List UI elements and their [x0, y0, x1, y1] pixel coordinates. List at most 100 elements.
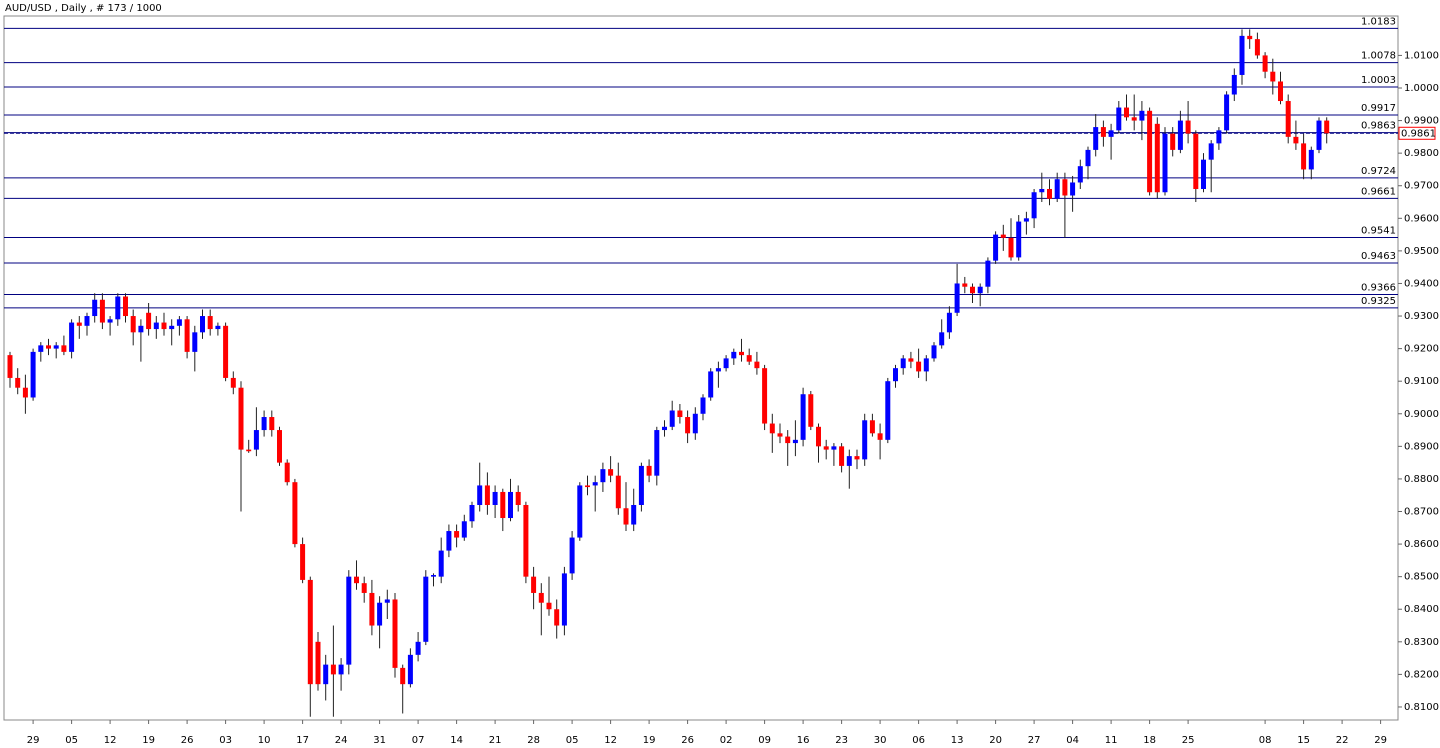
candle-body — [515, 491, 521, 505]
candle-body — [123, 296, 128, 317]
level-label: 0.9541 — [1361, 226, 1396, 237]
candle-body — [1023, 218, 1029, 222]
candle-body — [46, 345, 51, 349]
x-tick-label: 19 — [142, 735, 155, 746]
candle-body — [338, 664, 344, 675]
candle-body — [22, 387, 28, 398]
y-tick-label: 0.8400 — [1404, 604, 1439, 615]
candle-body — [1131, 117, 1137, 121]
candle-body — [869, 420, 875, 434]
candle-body — [754, 361, 760, 369]
candle-body — [631, 504, 637, 525]
candle-body — [261, 417, 267, 431]
y-tick-label: 0.8700 — [1404, 507, 1439, 518]
candle-body — [223, 325, 229, 378]
candle-body — [377, 602, 383, 626]
x-tick-label: 11 — [1105, 735, 1118, 746]
candle-body — [1147, 110, 1153, 193]
candle-body — [454, 531, 460, 538]
y-tick-label: 0.8100 — [1404, 702, 1439, 713]
candle-body — [762, 368, 768, 424]
candle-body — [1085, 149, 1091, 167]
candle-body — [253, 430, 259, 450]
candle-body — [477, 485, 483, 505]
candle-body — [1070, 182, 1076, 196]
candle-body — [585, 485, 590, 488]
candle-body — [692, 413, 698, 434]
candle-body — [1139, 110, 1145, 121]
candle-body — [38, 345, 44, 352]
candle-body — [962, 283, 968, 287]
candle-body — [307, 579, 313, 685]
level-label: 0.9325 — [1361, 296, 1396, 307]
x-tick-label: 03 — [219, 735, 232, 746]
candle-body — [1224, 94, 1230, 131]
candle-body — [1000, 234, 1006, 238]
candle-body — [839, 446, 845, 466]
candle-body — [931, 345, 937, 359]
candle-body — [1100, 127, 1106, 137]
candle-body — [531, 576, 537, 593]
candle-body — [1254, 39, 1260, 56]
candle-body — [207, 316, 213, 330]
candle-body — [1216, 130, 1222, 144]
candle-body — [646, 465, 652, 476]
candle-body — [808, 394, 814, 427]
candle-body — [985, 260, 991, 287]
level-label: 0.9463 — [1361, 251, 1396, 262]
candle-body — [1185, 120, 1191, 134]
candle-body — [400, 667, 406, 685]
candle-body — [415, 641, 421, 655]
y-tick-label: 1.0000 — [1404, 83, 1439, 94]
candle-body — [862, 420, 868, 460]
candle-body — [176, 319, 182, 326]
candle-body — [115, 296, 121, 320]
candle-body — [423, 576, 429, 642]
candle-body — [1201, 159, 1206, 189]
y-tick-label: 0.9700 — [1404, 181, 1439, 192]
candle-body — [877, 433, 883, 440]
candle-body — [1116, 107, 1122, 131]
candle-body — [1039, 188, 1045, 193]
x-tick-label: 16 — [797, 735, 810, 746]
candle-body — [469, 504, 475, 522]
candle-body — [15, 377, 21, 388]
candle-body — [30, 351, 36, 398]
candle-body — [1193, 133, 1199, 189]
candle-body — [369, 592, 375, 626]
y-tick-label: 0.9400 — [1404, 278, 1439, 289]
candle-body — [508, 491, 513, 519]
candle-body — [354, 576, 359, 584]
candle-body — [816, 426, 821, 447]
x-tick-label: 18 — [1143, 735, 1156, 746]
x-tick-label: 27 — [1028, 735, 1041, 746]
candle-body — [138, 325, 144, 333]
candle-body — [431, 575, 436, 577]
x-tick-label: 08 — [1259, 735, 1272, 746]
candle-body — [923, 358, 929, 372]
level-label: 0.9366 — [1361, 283, 1396, 294]
y-tick-label: 0.8600 — [1404, 539, 1439, 550]
candle-body — [939, 332, 945, 346]
candle-body — [1270, 71, 1276, 82]
y-tick-label: 0.9500 — [1404, 246, 1439, 257]
x-tick-label: 30 — [874, 735, 887, 746]
candle-body — [1231, 74, 1237, 95]
candle-body — [954, 283, 960, 313]
candle-body — [916, 361, 922, 372]
candle-body — [92, 299, 98, 317]
candle-body — [315, 641, 321, 685]
x-tick-label: 26 — [181, 735, 194, 746]
plot-frame — [3, 15, 1399, 721]
candle-body — [1093, 127, 1099, 150]
candle-body — [715, 368, 721, 372]
candle-body — [600, 469, 606, 483]
candle-body — [192, 332, 198, 352]
x-tick-label: 31 — [373, 735, 386, 746]
candle-body — [330, 664, 336, 675]
candle-body — [1077, 166, 1083, 183]
x-tick-label: 09 — [758, 735, 771, 746]
x-tick-label: 25 — [1182, 735, 1195, 746]
candle-body — [269, 417, 275, 431]
